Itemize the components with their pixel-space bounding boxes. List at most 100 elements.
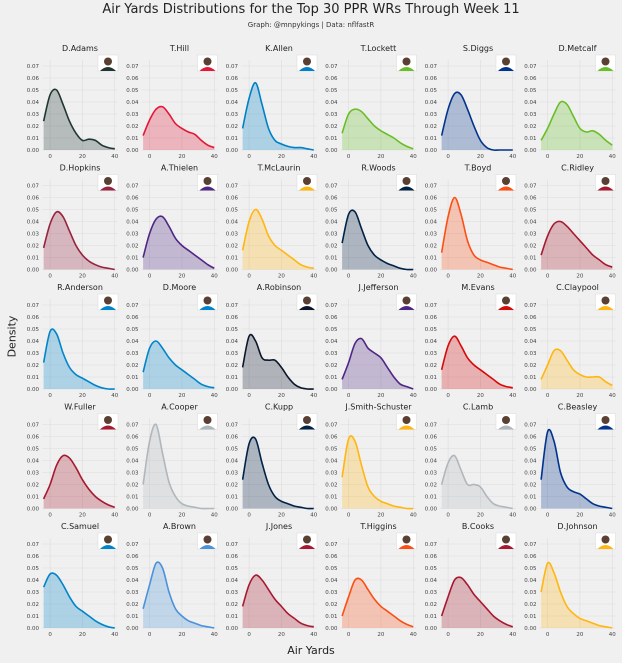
y-tick-label: 0.07: [27, 184, 40, 190]
x-tick-label: 40: [310, 154, 317, 160]
y-tick-label: 0.01: [325, 256, 337, 262]
y-tick-label: 0.03: [425, 112, 438, 118]
y-tick-label: 0.02: [524, 363, 536, 369]
density-area: [43, 211, 115, 270]
y-tick-label: 0.02: [425, 363, 437, 369]
y-tick-label: 0.06: [27, 76, 40, 82]
density-area: [242, 575, 314, 628]
y-tick-label: 0.01: [425, 136, 437, 142]
panel-a-brown: A.Brown 0.00 0.01 0.02 0.03 0.04 0.05 0.06 0.07 0…: [126, 522, 218, 638]
y-tick-label: 0.06: [226, 435, 239, 441]
y-tick-label: 0.04: [126, 578, 139, 584]
x-tick-label: 0: [446, 513, 450, 519]
y-tick-label: 0.03: [226, 232, 239, 238]
y-tick-label: 0.04: [524, 339, 537, 345]
panel-d-johnson: D.Johnson 0.00 0.01 0.02 0.03 0.04 0.05 0.06 0.0…: [524, 522, 616, 638]
headshot-jersey: [498, 306, 514, 310]
x-tick-label: 0: [247, 632, 251, 638]
y-tick-label: 0.04: [126, 339, 139, 345]
x-tick-label: 0: [546, 154, 550, 160]
y-tick-label: 0.03: [226, 112, 239, 118]
y-tick-label: 0.04: [27, 339, 40, 345]
y-tick-label: 0.05: [524, 566, 537, 572]
panel-title: C.Ridley: [561, 164, 594, 173]
y-tick-label: 0.00: [425, 387, 438, 393]
density-line: [42, 572, 115, 629]
y-tick-label: 0.03: [126, 351, 139, 357]
x-tick-label: 20: [576, 274, 583, 280]
x-tick-label: 40: [509, 154, 516, 160]
y-tick-label: 0.02: [325, 244, 337, 250]
panel-title: D.Moore: [163, 283, 197, 292]
y-tick-label: 0.05: [524, 447, 537, 453]
y-tick-label: 0.03: [27, 471, 40, 477]
headshot-jersey: [299, 545, 315, 549]
y-tick-label: 0.04: [27, 459, 40, 465]
y-tick-label: 0.06: [524, 76, 537, 82]
x-tick-label: 40: [310, 632, 317, 638]
x-tick-label: 40: [410, 393, 417, 399]
density-line: [42, 328, 115, 390]
y-tick-label: 0.02: [126, 124, 138, 130]
y-tick-label: 0.00: [126, 268, 139, 274]
x-tick-label: 20: [278, 393, 285, 399]
density-area: [541, 429, 613, 509]
headshot-head: [601, 535, 610, 544]
headshot-jersey: [299, 306, 315, 310]
panel-d-hopkins: D.Hopkins 0.00 0.01 0.02 0.03 0.04 0.05 0.06 0.0…: [27, 164, 119, 280]
panel-t-lockett: T.Lockett 0.00 0.01 0.02 0.03 0.04 0.05 0.06 0.0…: [325, 44, 417, 160]
panel-c-kupp: C.Kupp 0.00 0.01 0.02 0.03 0.04 0.05 0.06 0.07 0 2…: [226, 403, 318, 519]
y-tick-label: 0.03: [27, 590, 40, 596]
y-tick-label: 0.05: [27, 88, 40, 94]
y-tick-label: 0.00: [27, 507, 40, 513]
x-tick-label: 40: [410, 154, 417, 160]
y-tick-label: 0.05: [325, 88, 338, 94]
density-line: [540, 100, 613, 146]
headshot-head: [203, 416, 212, 424]
y-tick-label: 0.01: [27, 614, 39, 620]
y-tick-label: 0.07: [27, 423, 40, 429]
x-tick-label: 20: [576, 513, 583, 519]
density-area: [541, 101, 613, 150]
y-tick-label: 0.04: [226, 578, 239, 584]
y-tick-label: 0.01: [226, 256, 238, 262]
panel-title: C.Beasley: [558, 403, 598, 412]
y-tick-label: 0.01: [325, 375, 337, 381]
panel-title: D.Metcalf: [558, 44, 596, 53]
density-area: [242, 82, 314, 150]
density-area: [242, 209, 314, 270]
y-tick-label: 0.00: [425, 626, 438, 632]
y-tick-label: 0.00: [524, 148, 537, 154]
y-tick-label: 0.05: [325, 566, 338, 572]
panel-title: R.Woods: [361, 164, 395, 173]
y-tick-label: 0.02: [27, 363, 39, 369]
x-tick-label: 40: [410, 513, 417, 519]
panel-title: C.Lamb: [463, 403, 493, 412]
y-tick-label: 0.01: [226, 136, 238, 142]
y-tick-label: 0.03: [524, 590, 537, 596]
y-tick-label: 0.07: [27, 303, 40, 309]
y-tick-label: 0.06: [126, 435, 139, 441]
y-tick-label: 0.04: [226, 100, 239, 106]
density-line: [142, 423, 215, 510]
headshot-jersey: [498, 545, 514, 549]
panel-title: R.Anderson: [57, 283, 103, 292]
y-tick-label: 0.05: [524, 327, 537, 333]
density-line: [540, 561, 613, 629]
x-tick-label: 40: [111, 632, 118, 638]
y-tick-label: 0.05: [27, 208, 40, 214]
headshot-head: [601, 57, 610, 66]
y-tick-label: 0.04: [325, 459, 338, 465]
y-tick-label: 0.04: [325, 578, 338, 584]
density-line: [341, 108, 414, 150]
density-line: [241, 82, 314, 151]
panel-c-beasley: C.Beasley 0.00 0.01 0.02 0.03 0.04 0.05 0.06 0.0…: [524, 403, 616, 519]
y-tick-label: 0.04: [226, 339, 239, 345]
y-tick-label: 0.06: [226, 76, 239, 82]
x-tick-label: 0: [546, 393, 550, 399]
x-tick-label: 40: [310, 274, 317, 280]
y-tick-label: 0.00: [325, 507, 338, 513]
panel-title: A.Brown: [163, 522, 196, 531]
headshot-head: [502, 535, 510, 544]
y-tick-label: 0.03: [126, 590, 139, 596]
